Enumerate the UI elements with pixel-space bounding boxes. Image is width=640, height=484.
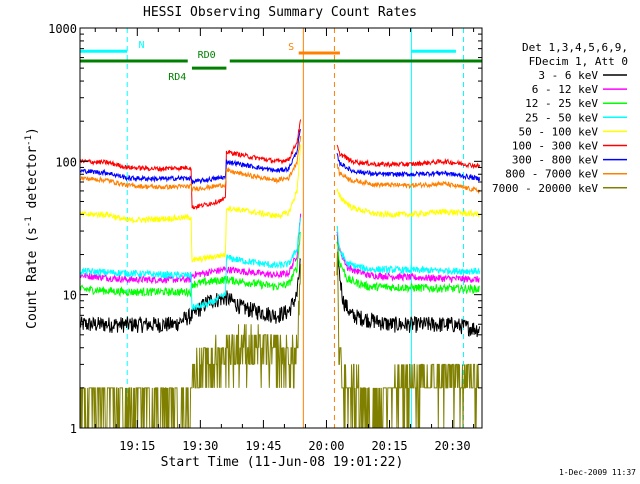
- y-tick-label-0: 1: [70, 422, 77, 436]
- legend-label-8: 7000 - 20000 keV: [492, 182, 598, 195]
- flag-s-label: S: [288, 42, 294, 53]
- series-1-line-before: [80, 213, 302, 285]
- flag-rd0-label: RD0: [198, 50, 216, 61]
- x-tick-label-1: 19:30: [182, 439, 218, 453]
- series-0-line-after: [336, 232, 481, 338]
- series-3-line-before: [80, 217, 302, 311]
- series-5-line-before: [80, 119, 302, 211]
- series-7-line-after: [336, 163, 481, 195]
- legend-header-line-1: Det 1,3,4,5,6,9,: [522, 41, 628, 54]
- series-0-line-before: [80, 257, 301, 333]
- series-8-line-after: [336, 251, 480, 428]
- legend-label-7: 800 - 7000 keV: [505, 168, 598, 181]
- series-2-line-before: [80, 231, 302, 298]
- legend-label-6: 300 - 800 keV: [512, 154, 598, 167]
- flag-rd4-label: RD4: [168, 72, 186, 83]
- y-axis-label: Count Rate (s-1 detector-1): [24, 127, 40, 329]
- y-axis-label-sup2: -1: [24, 135, 34, 146]
- series-4-line-after: [336, 188, 480, 219]
- legend-label-2: 12 - 25 keV: [525, 97, 598, 110]
- y-axis-label-sup1: -1: [24, 216, 34, 227]
- legend: Det 1,3,4,5,6,9, FDecim 1, Att 0 3 - 6 k…: [492, 41, 628, 195]
- x-tick-label-0: 19:15: [119, 439, 155, 453]
- footer-date: 1-Dec-2009 11:37: [559, 468, 636, 477]
- legend-label-5: 100 - 300 keV: [512, 140, 598, 153]
- y-tick-label-3: 1000: [48, 22, 77, 36]
- x-tick-label-2: 19:45: [245, 439, 281, 453]
- x-tick-label-5: 20:30: [435, 439, 471, 453]
- legend-label-0: 3 - 6 keV: [538, 69, 598, 82]
- series-4-line-before: [80, 144, 302, 264]
- series-3-line-after: [336, 226, 481, 276]
- y-axis-label-end: ): [25, 127, 40, 135]
- series-group: [80, 119, 481, 428]
- x-tick-label-4: 20:15: [371, 439, 407, 453]
- legend-label-4: 50 - 100 keV: [519, 125, 599, 138]
- legend-header-line-2: FDecim 1, Att 0: [529, 55, 628, 68]
- series-2-line-after: [336, 241, 480, 295]
- series-5-line-after: [336, 144, 481, 170]
- legend-label-1: 6 - 12 keV: [532, 83, 599, 96]
- series-6-line-before: [80, 129, 302, 185]
- y-tick-label-2: 100: [55, 155, 77, 169]
- series-8-line-before: [80, 263, 302, 428]
- y-axis-label-mid: detector: [25, 146, 40, 217]
- legend-label-3: 25 - 50 keV: [525, 111, 598, 124]
- chart-title: HESSI Observing Summary Count Rates: [143, 5, 417, 20]
- x-axis-label: Start Time (11-Jun-08 19:01:22): [161, 455, 404, 470]
- y-axis-label-main: Count Rate (s: [25, 227, 40, 329]
- y-tick-label-1: 10: [63, 289, 77, 303]
- series-6-line-after: [336, 152, 481, 182]
- flag-n-label: N: [138, 40, 144, 51]
- x-tick-label-3: 20:00: [308, 439, 344, 453]
- plot-frame: [79, 27, 483, 429]
- series-7-line-before: [80, 135, 302, 194]
